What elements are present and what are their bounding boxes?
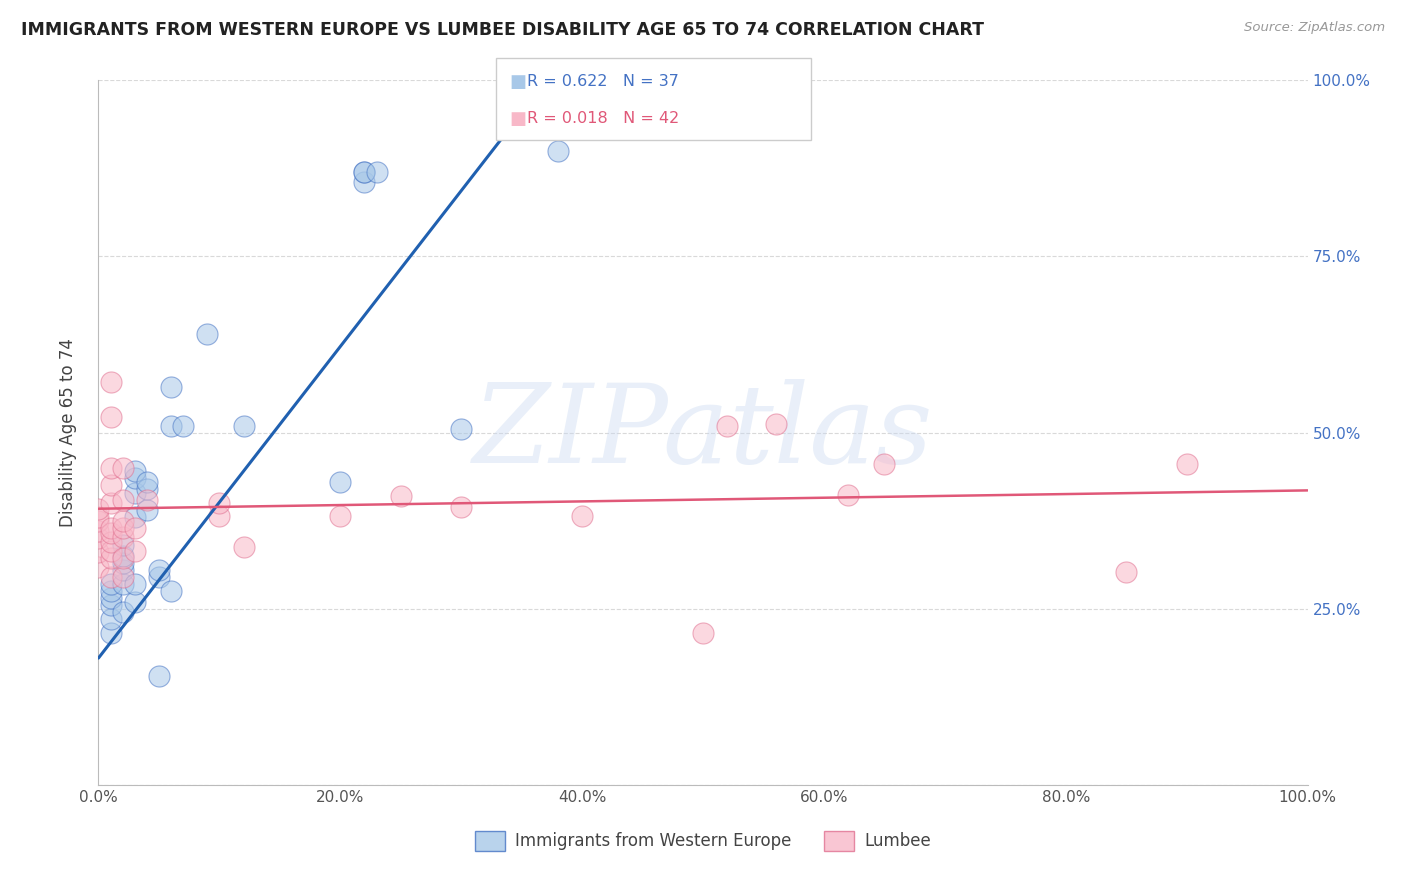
Point bbox=[111, 577, 134, 591]
Point bbox=[87, 501, 110, 516]
Point bbox=[873, 458, 896, 472]
Point bbox=[135, 482, 157, 496]
Point bbox=[111, 538, 134, 552]
Point bbox=[124, 577, 146, 591]
Point bbox=[111, 530, 134, 544]
Point bbox=[124, 471, 146, 485]
Point bbox=[111, 460, 134, 475]
Text: IMMIGRANTS FROM WESTERN EUROPE VS LUMBEE DISABILITY AGE 65 TO 74 CORRELATION CHA: IMMIGRANTS FROM WESTERN EUROPE VS LUMBEE… bbox=[21, 21, 984, 39]
Point bbox=[124, 544, 146, 558]
Text: ■: ■ bbox=[509, 110, 526, 128]
Point bbox=[172, 418, 194, 433]
Point bbox=[135, 503, 157, 517]
Point bbox=[765, 417, 787, 432]
Point bbox=[100, 570, 122, 584]
Point bbox=[100, 551, 122, 566]
Point bbox=[100, 577, 122, 591]
Point bbox=[87, 532, 110, 546]
Point bbox=[148, 570, 170, 584]
Point bbox=[329, 475, 352, 489]
Point bbox=[353, 176, 375, 190]
Point bbox=[208, 508, 231, 523]
Point bbox=[232, 540, 254, 554]
Point bbox=[837, 488, 859, 502]
Point bbox=[1175, 458, 1198, 472]
Point bbox=[111, 551, 134, 566]
Point bbox=[124, 464, 146, 478]
Point bbox=[124, 521, 146, 535]
Point bbox=[111, 556, 134, 570]
Point bbox=[148, 563, 170, 577]
Point bbox=[353, 165, 375, 179]
Point bbox=[100, 534, 122, 549]
Point bbox=[100, 544, 122, 558]
Text: R = 0.622   N = 37: R = 0.622 N = 37 bbox=[527, 74, 679, 89]
Point bbox=[366, 165, 388, 179]
Point bbox=[135, 492, 157, 507]
Point bbox=[160, 380, 183, 394]
Point bbox=[716, 418, 738, 433]
Point bbox=[124, 595, 146, 609]
Point bbox=[100, 410, 122, 425]
Point bbox=[124, 485, 146, 500]
Point bbox=[100, 496, 122, 510]
Point bbox=[111, 570, 134, 584]
Legend: Immigrants from Western Europe, Lumbee: Immigrants from Western Europe, Lumbee bbox=[468, 824, 938, 858]
Point bbox=[111, 521, 134, 535]
Point bbox=[111, 563, 134, 577]
Point bbox=[135, 475, 157, 489]
Point bbox=[100, 478, 122, 492]
Text: Source: ZipAtlas.com: Source: ZipAtlas.com bbox=[1244, 21, 1385, 35]
Point bbox=[329, 508, 352, 523]
Point bbox=[87, 510, 110, 524]
Point bbox=[1115, 565, 1137, 579]
Point bbox=[208, 496, 231, 510]
Point bbox=[111, 549, 134, 563]
Text: ZIPatlas: ZIPatlas bbox=[472, 379, 934, 486]
Point bbox=[87, 559, 110, 574]
Point bbox=[124, 510, 146, 524]
Point bbox=[692, 626, 714, 640]
Point bbox=[148, 669, 170, 683]
Point bbox=[389, 489, 412, 503]
Point bbox=[111, 514, 134, 528]
Point bbox=[100, 612, 122, 626]
Point bbox=[100, 521, 122, 535]
Point bbox=[100, 460, 122, 475]
Point bbox=[111, 605, 134, 619]
Text: ■: ■ bbox=[509, 73, 526, 91]
Point bbox=[100, 375, 122, 389]
Point bbox=[547, 144, 569, 158]
Point bbox=[87, 545, 110, 559]
Point bbox=[571, 508, 593, 523]
Point bbox=[160, 584, 183, 599]
Point bbox=[195, 326, 218, 341]
Point bbox=[87, 524, 110, 539]
Point bbox=[353, 165, 375, 179]
Point bbox=[87, 514, 110, 528]
Point bbox=[100, 626, 122, 640]
Point bbox=[100, 584, 122, 599]
Point bbox=[232, 418, 254, 433]
Point bbox=[450, 422, 472, 436]
Point bbox=[111, 492, 134, 507]
Point bbox=[450, 500, 472, 514]
Text: R = 0.018   N = 42: R = 0.018 N = 42 bbox=[527, 112, 679, 126]
Y-axis label: Disability Age 65 to 74: Disability Age 65 to 74 bbox=[59, 338, 77, 527]
Point bbox=[160, 418, 183, 433]
Point bbox=[100, 599, 122, 613]
Point bbox=[100, 591, 122, 606]
Point bbox=[100, 525, 122, 540]
